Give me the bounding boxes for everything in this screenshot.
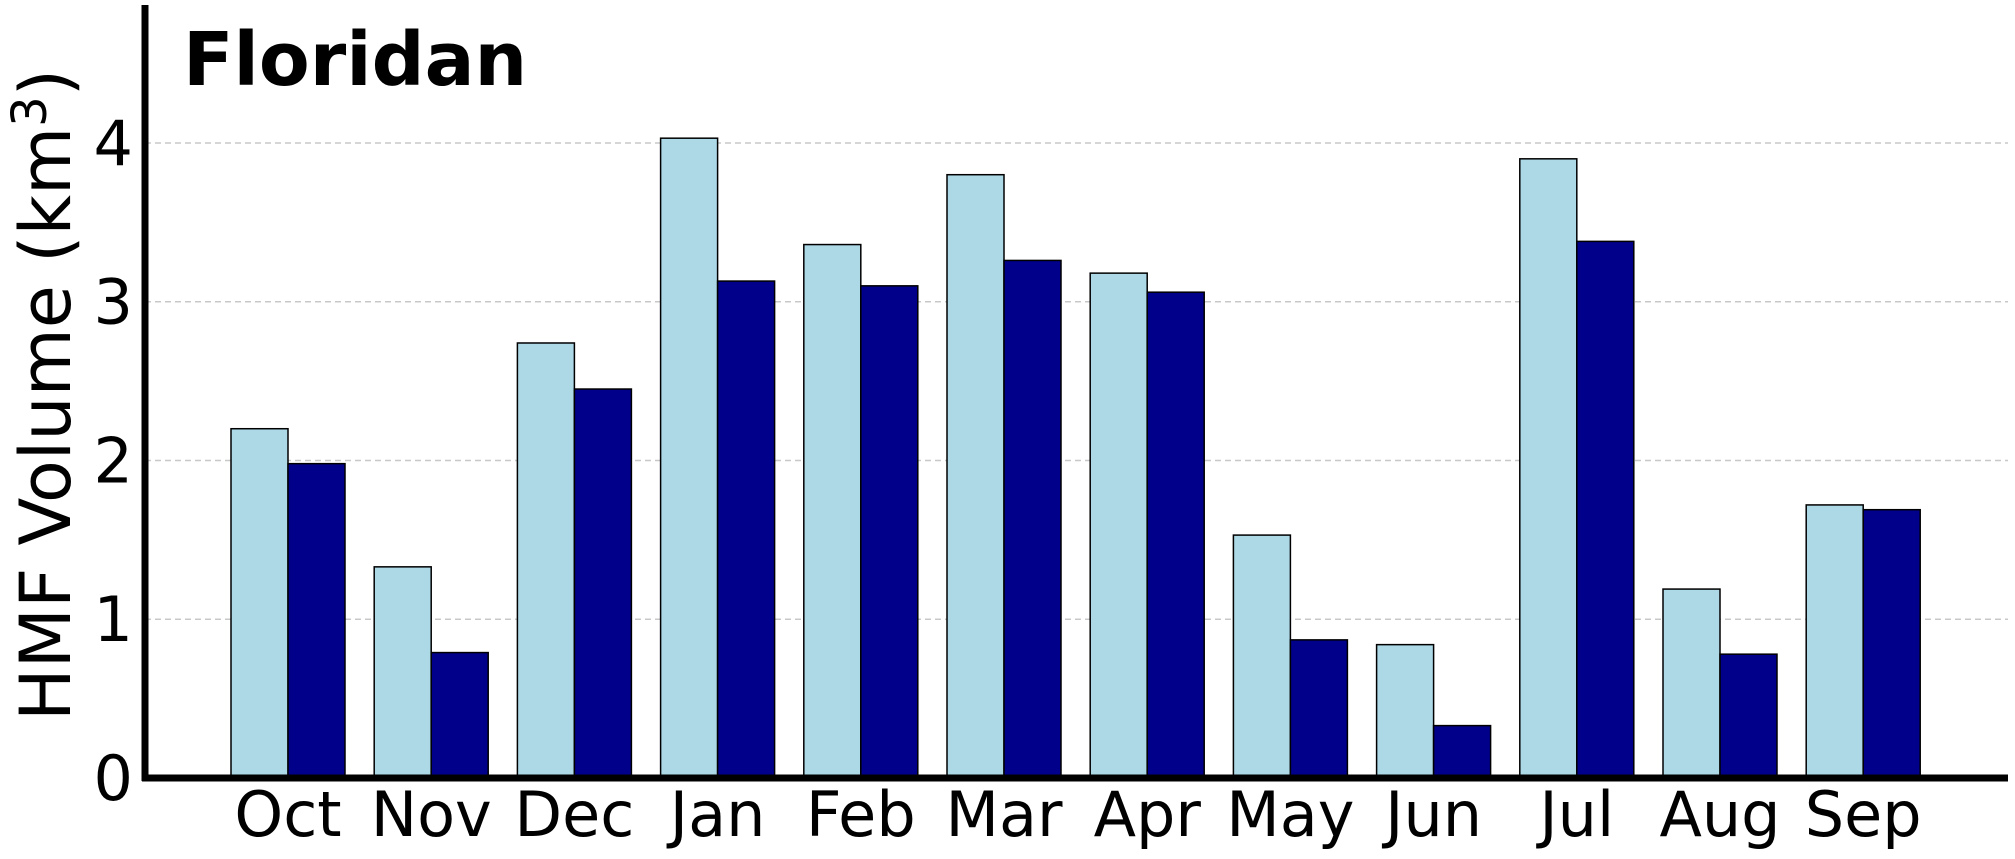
- x-tick-label: Nov: [371, 778, 492, 851]
- bar-series2-jan: [716, 280, 776, 779]
- bar-series2-oct: [287, 462, 346, 779]
- bar-series2-aug: [1719, 653, 1778, 779]
- bar-series1-nov: [373, 566, 432, 779]
- x-tick-label: Apr: [1094, 778, 1202, 851]
- bar-series2-jul: [1576, 240, 1635, 779]
- y-tick-label: 2: [94, 424, 133, 497]
- y-axis-title-end: ): [5, 69, 87, 96]
- bar-series1-jun: [1375, 643, 1435, 779]
- x-tick-label: Mar: [946, 778, 1063, 851]
- y-axis-title-main: HMF Volume (km: [5, 127, 87, 721]
- grid: [145, 142, 2008, 620]
- bar-series1-mar: [946, 173, 1005, 779]
- x-tick-label: Jun: [1381, 778, 1482, 851]
- bar-series2-nov: [430, 651, 489, 779]
- x-tick-label: Jan: [666, 778, 766, 851]
- bar-series1-jan: [659, 137, 719, 779]
- x-tick-label: Jul: [1535, 778, 1614, 851]
- axes: [141, 5, 2008, 782]
- y-tick-label: 1: [94, 583, 133, 656]
- bar-series1-dec: [516, 342, 576, 779]
- bar-series2-may: [1289, 639, 1349, 779]
- x-tick-label: Dec: [514, 778, 634, 851]
- bar-series1-oct: [230, 427, 289, 779]
- bars: [230, 137, 1921, 779]
- x-tick-labels: Oct Nov Dec Jan Feb Mar Apr May Jun Jul Aug Sep: [234, 778, 1921, 851]
- bar-series1-apr: [1089, 272, 1148, 779]
- bar-series2-sep: [1862, 508, 1921, 779]
- bar-series2-dec: [573, 388, 633, 779]
- y-tick-labels: 0 1 2 3 4: [94, 107, 133, 815]
- x-tick-label: Aug: [1659, 778, 1780, 851]
- bar-series2-mar: [1003, 259, 1062, 779]
- bar-series1-feb: [803, 243, 862, 779]
- y-tick-label: 4: [94, 107, 133, 180]
- y-tick-label: 3: [94, 266, 133, 339]
- bar-series1-aug: [1662, 588, 1721, 779]
- x-tick-label: Oct: [234, 778, 341, 851]
- y-tick-label: 0: [94, 742, 133, 815]
- bar-series2-apr: [1146, 291, 1205, 779]
- y-axis-title: HMF Volume (km3): [2, 69, 87, 721]
- chart-title: Floridan: [183, 17, 527, 103]
- bar-series2-jun: [1432, 724, 1492, 779]
- bar-series1-sep: [1805, 504, 1864, 779]
- bar-series1-may: [1232, 534, 1292, 779]
- x-tick-label: Sep: [1805, 778, 1922, 851]
- bar-series1-jul: [1519, 158, 1578, 779]
- x-tick-label: Feb: [806, 778, 916, 851]
- bar-series2-feb: [860, 285, 919, 779]
- y-axis-title-superscript: 3: [2, 96, 58, 127]
- x-tick-label: May: [1226, 778, 1354, 851]
